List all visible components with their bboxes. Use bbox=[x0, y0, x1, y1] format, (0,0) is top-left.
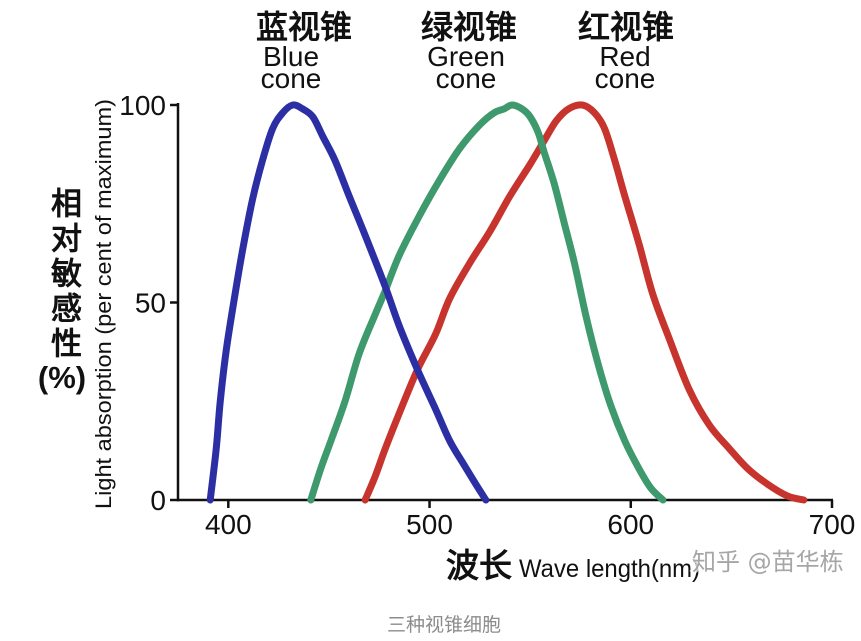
x-tick-label-700: 700 bbox=[809, 509, 856, 540]
series-label-en-blue-line1: Blue bbox=[263, 41, 319, 72]
x-tick-label-500: 500 bbox=[406, 509, 453, 540]
figure-caption: 三种视锥细胞 bbox=[386, 614, 501, 636]
y-axis-label-unit: (%) bbox=[37, 360, 87, 395]
red-cone-curve bbox=[361, 101, 808, 504]
series-label-zh-blue: 蓝视锥 bbox=[256, 8, 352, 46]
blue-cone-curve bbox=[206, 101, 490, 504]
green-cone-curve bbox=[307, 101, 667, 504]
series-labels: 蓝视锥 Blue cone 绿视锥 Green cone 红视锥 Red con… bbox=[256, 8, 674, 94]
series-label-en-red-line1: Red bbox=[599, 41, 650, 72]
x-tick-label-400: 400 bbox=[205, 509, 252, 540]
x-axis-label-zh: 波长 bbox=[446, 546, 512, 585]
axes: 400 500 600 700 0 50 100 bbox=[119, 90, 855, 540]
series-label-green-cone: 绿视锥 Green cone bbox=[421, 8, 517, 94]
curves bbox=[206, 101, 808, 504]
y-tick-label-50: 50 bbox=[135, 288, 166, 319]
y-tick-label-100: 100 bbox=[119, 90, 166, 121]
y-axis-label-en: Light absorption (per cent of maximum) bbox=[91, 99, 116, 509]
series-label-red-cone: 红视锥 Red cone bbox=[578, 8, 674, 94]
series-label-zh-green: 绿视锥 bbox=[421, 8, 517, 46]
y-axis-label-zh: 相对敏感性 bbox=[45, 187, 81, 362]
series-label-en-green-line2: cone bbox=[436, 63, 497, 94]
x-axis-label-en: Wave length(nm) bbox=[519, 555, 700, 583]
series-label-en-red-line2: cone bbox=[595, 63, 656, 94]
x-tick-label-600: 600 bbox=[607, 509, 654, 540]
series-label-zh-red: 红视锥 bbox=[578, 8, 674, 46]
y-tick-label-0: 0 bbox=[150, 485, 166, 516]
watermark: 知乎 @苗华栋 bbox=[692, 548, 844, 576]
series-label-en-green-line1: Green bbox=[427, 41, 505, 72]
series-label-blue-cone: 蓝视锥 Blue cone bbox=[256, 8, 352, 94]
series-label-en-blue-line2: cone bbox=[261, 63, 322, 94]
